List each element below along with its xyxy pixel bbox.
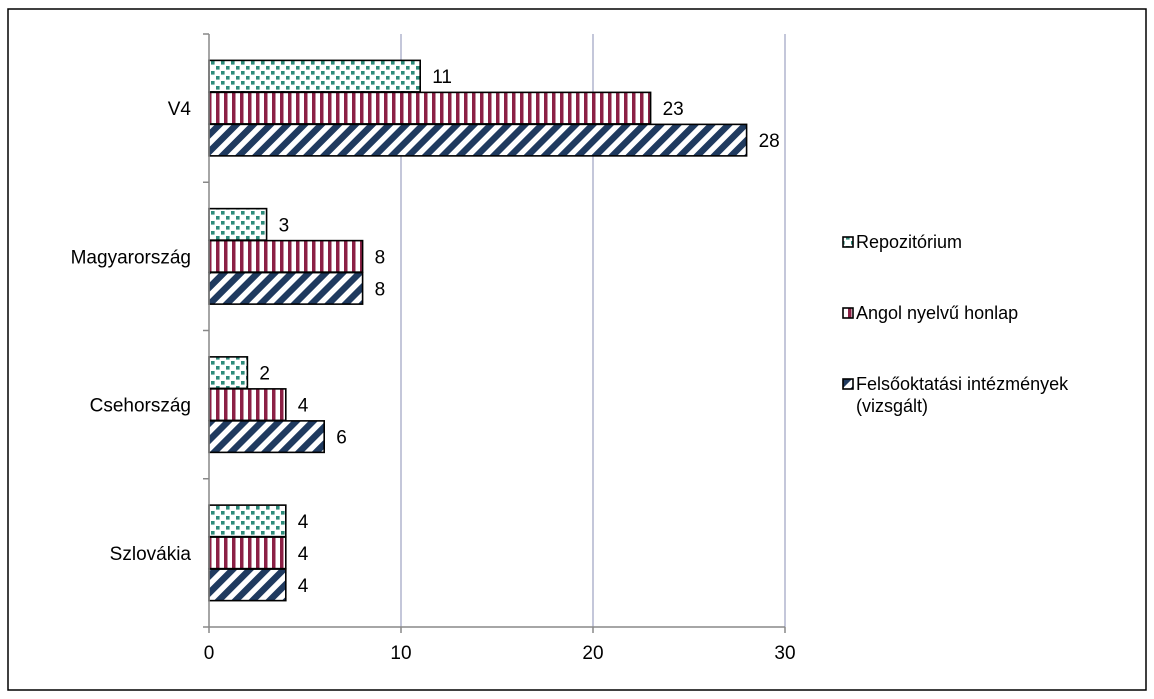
legend-swatch-felsooktatasi-intezmenyek-vizsgalt: [842, 378, 854, 390]
bar-magyarorszag-felsooktatasi-intezmenyek-vizsgalt: [208, 271, 364, 305]
bar-v4-angol-nyelvu-honlap: [208, 91, 652, 125]
x-tick-label-20: 20: [582, 643, 603, 664]
data-label-csehorszag-felsooktatasi-intezmenyek-vizsgalt: 6: [336, 428, 347, 449]
bar-csehorszag-repozitorium: [208, 356, 249, 390]
data-label-v4-repozitorium: 11: [432, 67, 452, 88]
bar-szlovakia-felsooktatasi-intezmenyek-vizsgalt: [208, 568, 287, 602]
category-label-magyarorszag: Magyarország: [71, 247, 191, 268]
data-label-szlovakia-felsooktatasi-intezmenyek-vizsgalt: 4: [298, 576, 309, 597]
bar-szlovakia-angol-nyelvu-honlap: [208, 536, 287, 570]
legend-swatch-angol-nyelvu-honlap: [842, 307, 854, 319]
data-label-csehorszag-angol-nyelvu-honlap: 4: [298, 396, 309, 417]
category-label-v4: V4: [168, 99, 192, 120]
data-label-magyarorszag-angol-nyelvu-honlap: 8: [375, 247, 386, 268]
data-label-magyarorszag-repozitorium: 3: [279, 215, 290, 236]
labels: 11 23 28 V4 3 8 8 Magyarország 2 4 6 Csehország 4 4 4 S…: [71, 67, 796, 664]
bar-csehorszag-angol-nyelvu-honlap: [208, 388, 287, 422]
x-tick-label-0: 0: [204, 643, 215, 664]
bar-v4-repozitorium: [208, 59, 421, 93]
bar-magyarorszag-angol-nyelvu-honlap: [208, 239, 364, 273]
legend: Repozitórium Angol nyelvű honlap Felsőokta…: [842, 232, 1069, 416]
x-tick-label-30: 30: [774, 643, 795, 664]
category-label-szlovakia: Szlovákia: [110, 544, 192, 565]
data-label-v4-angol-nyelvu-honlap: 23: [663, 99, 684, 120]
legend-swatch-repozitorium: [842, 236, 854, 248]
category-label-csehorszag: Csehország: [90, 396, 191, 417]
legend-label-angol-nyelvu-honlap: Angol nyelvű honlap: [856, 303, 1018, 323]
legend-label-felsooktatasi-intezmenyek-vizsgalt: Felsőoktatási intézmények: [856, 374, 1069, 394]
legend-label-felsooktatasi-intezmenyek-vizsgalt-line-2: (vizsgált): [856, 396, 928, 416]
bar-csehorszag-felsooktatasi-intezmenyek-vizsgalt: [208, 420, 325, 454]
data-label-szlovakia-angol-nyelvu-honlap: 4: [298, 544, 309, 565]
data-label-v4-felsooktatasi-intezmenyek-vizsgalt: 28: [759, 131, 780, 152]
axes: [203, 33, 786, 633]
legend-label-repozitorium: Repozitórium: [856, 232, 962, 252]
bar-magyarorszag-repozitorium: [208, 207, 268, 241]
data-label-magyarorszag-felsooktatasi-intezmenyek-vizsgalt: 8: [375, 279, 386, 300]
bars: [208, 59, 748, 602]
bar-szlovakia-repozitorium: [208, 504, 287, 538]
x-tick-label-10: 10: [390, 643, 411, 664]
data-label-szlovakia-repozitorium: 4: [298, 512, 309, 533]
bar-v4-felsooktatasi-intezmenyek-vizsgalt: [208, 123, 748, 157]
data-label-csehorszag-repozitorium: 2: [259, 364, 270, 385]
